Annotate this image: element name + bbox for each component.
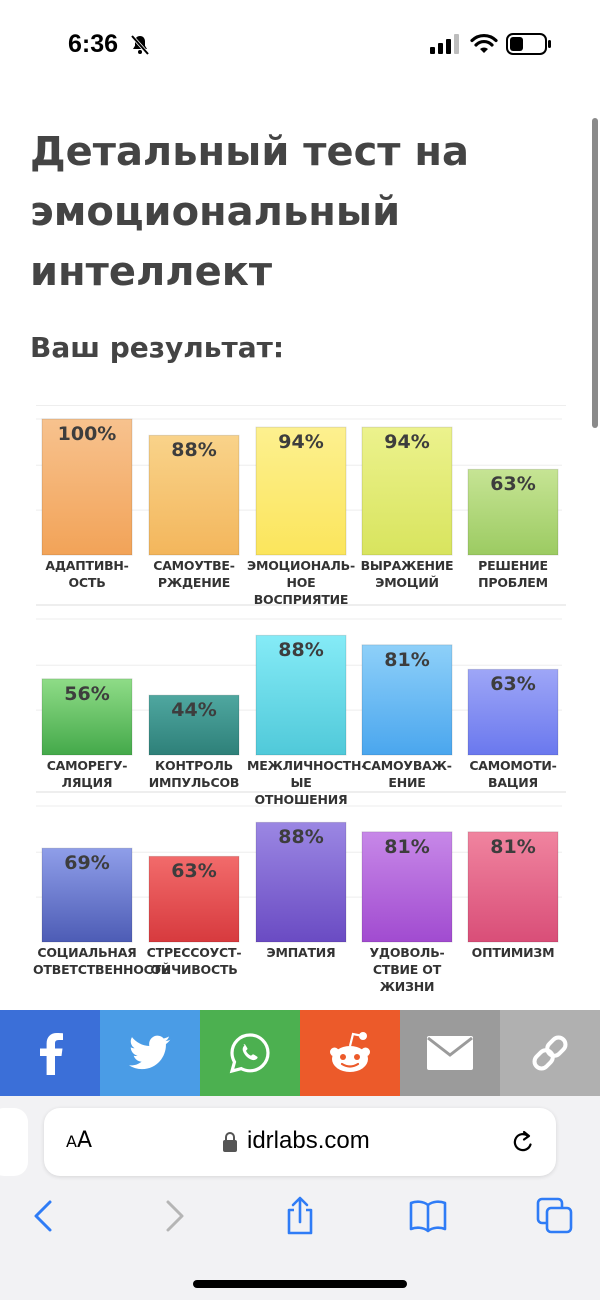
- twitter-share-button[interactable]: [100, 1010, 200, 1096]
- chart-category-label: УДОВОЛЬ- СТВИЕ ОТ ЖИЗНИ: [369, 945, 445, 994]
- whatsapp-icon: [229, 1033, 270, 1074]
- tabs-icon[interactable]: [535, 1196, 575, 1236]
- forward-icon[interactable]: [154, 1196, 194, 1236]
- signal-icon: [430, 34, 459, 54]
- reader-aa-button[interactable]: AA: [66, 1128, 93, 1153]
- bell-slash-icon: [130, 34, 150, 56]
- chart-bar: [148, 434, 240, 556]
- chart-category-label: СТРЕССОУСТ- ОЙЧИВОСТЬ: [146, 945, 242, 977]
- chart-category-label: ЭМОЦИОНАЛЬ- НОЕ ВОСПРИЯТИЕ: [247, 558, 355, 607]
- lock-icon: [223, 1132, 237, 1152]
- copy-link-button[interactable]: [500, 1010, 600, 1096]
- reload-icon[interactable]: [510, 1129, 536, 1155]
- chart-category-label: МЕЖЛИЧНОСТН- ЫЕ ОТНОШЕНИЯ: [247, 758, 367, 807]
- url-text: idrlabs.com: [247, 1127, 370, 1154]
- chart-value-label: 88%: [171, 439, 217, 462]
- status-time: 6:36: [68, 30, 119, 58]
- chart-bar: [467, 831, 559, 943]
- result-chart: 100% АДАПТИВН- ОСТЬ 88% САМОУТВЕ- РЖДЕНИЕ 94…: [33, 405, 566, 994]
- chart-value-label: 44%: [171, 699, 217, 722]
- chart-category-label: САМОУТВЕ- РЖДЕНИЕ: [153, 558, 235, 590]
- share-bar: [0, 1010, 600, 1096]
- bookmarks-icon[interactable]: [408, 1196, 448, 1236]
- chart-category-label: ВЫРАЖЕНИЕ ЭМОЦИЙ: [360, 558, 454, 590]
- chart-bar: [41, 847, 133, 943]
- reddit-icon: [330, 1032, 370, 1072]
- chart-category-label: ЭМПАТИЯ: [266, 945, 336, 960]
- reddit-share-button[interactable]: [300, 1010, 400, 1096]
- facebook-icon: [40, 1033, 63, 1075]
- chart-category-label: САМОРЕГУ- ЛЯЦИЯ: [46, 758, 128, 790]
- chart-value-label: 63%: [171, 860, 217, 883]
- chart-bar: [41, 678, 133, 756]
- home-indicator: [193, 1280, 407, 1288]
- chart-value-label: 81%: [384, 648, 430, 671]
- chart-value-label: 100%: [57, 423, 117, 445]
- email-share-button[interactable]: [400, 1010, 500, 1096]
- chart-category-label: САМОУВАЖ- ЕНИЕ: [362, 758, 452, 790]
- chart-category-label: ОПТИМИЗМ: [471, 945, 555, 960]
- chart-bar: [255, 426, 347, 556]
- chart-bar: [41, 418, 133, 556]
- chart-value-label: 56%: [64, 682, 110, 705]
- chart-category-label: АДАПТИВН- ОСТЬ: [45, 558, 129, 590]
- address-bar[interactable]: AA idrlabs.com: [44, 1108, 556, 1176]
- chart-bar: [361, 831, 453, 943]
- chart-bar: [361, 426, 453, 556]
- chart-bar: [255, 821, 347, 943]
- battery-icon: [506, 33, 551, 55]
- page-title: Детальный тест на эмоциональный интеллек…: [30, 129, 470, 295]
- scrollbar[interactable]: [592, 118, 598, 428]
- chart-bar: [467, 468, 559, 556]
- chart-value-label: 63%: [490, 473, 536, 496]
- chart-value-label: 63%: [490, 673, 536, 696]
- chart-value-label: 88%: [278, 826, 324, 849]
- chart-bar: [467, 668, 559, 756]
- chart-value-label: 81%: [490, 835, 536, 858]
- result-chart-svg: [36, 405, 566, 943]
- status-bar: 6:36: [0, 0, 600, 90]
- chart-bar: [361, 644, 453, 756]
- twitter-icon: [129, 1035, 171, 1070]
- email-icon: [427, 1036, 473, 1070]
- chart-value-label: 81%: [384, 835, 430, 858]
- back-icon[interactable]: [24, 1196, 64, 1236]
- share-icon[interactable]: [280, 1196, 320, 1236]
- facebook-share-button[interactable]: [0, 1010, 100, 1096]
- chart-bar: [255, 634, 347, 756]
- chart-category-label: САМОМОТИ- ВАЦИЯ: [469, 758, 557, 790]
- wifi-icon: [470, 33, 498, 53]
- chart-bar: [148, 694, 240, 756]
- chart-value-label: 69%: [64, 852, 110, 875]
- chart-value-label: 94%: [384, 431, 430, 454]
- chart-category-label: РЕШЕНИЕ ПРОБЛЕМ: [478, 558, 548, 590]
- chart-value-label: 88%: [278, 639, 324, 662]
- chart-category-label: СОЦИАЛЬНАЯ ОТВЕТСТВЕННОСТЬ: [33, 945, 171, 977]
- chart-category-label: КОНТРОЛЬ ИМПУЛЬСОВ: [148, 758, 240, 790]
- result-heading: Ваш результат:: [30, 331, 285, 364]
- link-icon: [532, 1035, 568, 1071]
- previous-tab-peek[interactable]: [0, 1108, 28, 1176]
- whatsapp-share-button[interactable]: [200, 1010, 300, 1096]
- chart-value-label: 94%: [278, 431, 324, 454]
- chart-bar: [148, 855, 240, 943]
